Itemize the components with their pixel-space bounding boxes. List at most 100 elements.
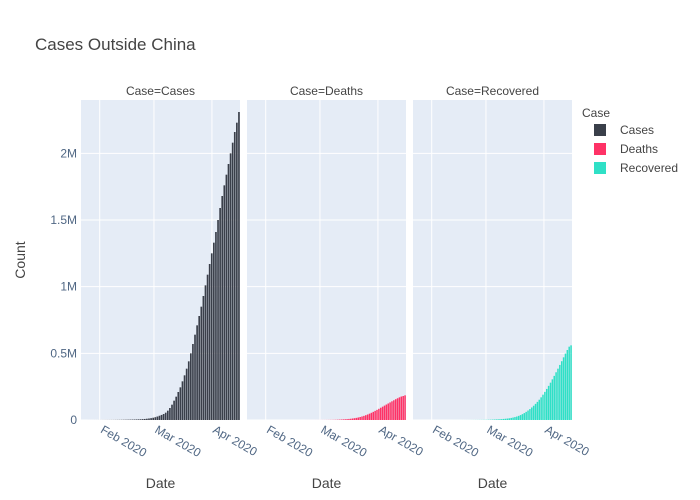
bar[interactable] bbox=[396, 398, 399, 420]
bar[interactable] bbox=[402, 396, 404, 420]
bar[interactable] bbox=[221, 196, 224, 420]
bar[interactable] bbox=[504, 418, 507, 420]
bar[interactable] bbox=[355, 417, 358, 420]
bar[interactable] bbox=[190, 353, 192, 420]
bar[interactable] bbox=[187, 361, 190, 420]
bar[interactable] bbox=[370, 412, 373, 420]
bar[interactable] bbox=[372, 411, 375, 420]
bar[interactable] bbox=[381, 406, 384, 420]
bar[interactable] bbox=[160, 414, 163, 420]
bar[interactable] bbox=[544, 391, 546, 420]
bar[interactable] bbox=[196, 325, 198, 420]
legend-item-deaths[interactable]: Deaths bbox=[594, 142, 658, 156]
bar[interactable] bbox=[357, 417, 360, 420]
bar[interactable] bbox=[351, 418, 354, 420]
bar[interactable] bbox=[529, 409, 531, 420]
bar[interactable] bbox=[227, 164, 230, 420]
bar[interactable] bbox=[532, 405, 535, 420]
bar[interactable] bbox=[385, 404, 388, 420]
bar[interactable] bbox=[394, 399, 397, 420]
bar[interactable] bbox=[177, 392, 180, 420]
bar[interactable] bbox=[171, 404, 173, 420]
bar[interactable] bbox=[204, 285, 207, 420]
bar[interactable] bbox=[536, 401, 539, 420]
bar[interactable] bbox=[225, 174, 228, 420]
bar[interactable] bbox=[562, 357, 565, 420]
legend-item-cases[interactable]: Cases bbox=[594, 123, 654, 137]
bar[interactable] bbox=[164, 412, 167, 420]
bar[interactable] bbox=[198, 316, 201, 420]
bar[interactable] bbox=[368, 413, 371, 420]
bar[interactable] bbox=[162, 414, 165, 420]
bar[interactable] bbox=[346, 419, 348, 420]
bar[interactable] bbox=[185, 368, 188, 420]
bar[interactable] bbox=[521, 414, 524, 420]
bar[interactable] bbox=[179, 387, 182, 420]
bar[interactable] bbox=[497, 419, 499, 420]
bar[interactable] bbox=[150, 418, 152, 420]
bar[interactable] bbox=[383, 405, 386, 420]
bar[interactable] bbox=[512, 417, 514, 420]
bar[interactable] bbox=[508, 418, 511, 420]
bar[interactable] bbox=[175, 396, 178, 420]
legend[interactable]: Case Cases Deaths Recovered bbox=[582, 106, 678, 175]
bar[interactable] bbox=[169, 408, 171, 420]
bar[interactable] bbox=[389, 402, 391, 420]
bar[interactable] bbox=[213, 242, 215, 420]
bar[interactable] bbox=[192, 344, 194, 420]
bar[interactable] bbox=[233, 132, 236, 420]
bar[interactable] bbox=[366, 414, 369, 420]
bar[interactable] bbox=[154, 417, 157, 420]
bar[interactable] bbox=[215, 232, 217, 420]
bar[interactable] bbox=[219, 208, 221, 420]
bar[interactable] bbox=[348, 418, 350, 420]
bar[interactable] bbox=[342, 419, 345, 420]
bar[interactable] bbox=[555, 372, 557, 420]
bar[interactable] bbox=[547, 385, 550, 420]
bar[interactable] bbox=[137, 419, 140, 420]
bar[interactable] bbox=[398, 397, 401, 420]
bar[interactable] bbox=[514, 417, 516, 420]
bar[interactable] bbox=[229, 153, 232, 420]
bar[interactable] bbox=[538, 399, 541, 420]
bar[interactable] bbox=[139, 419, 142, 420]
bar[interactable] bbox=[549, 382, 552, 420]
bar[interactable] bbox=[208, 264, 211, 420]
bar[interactable] bbox=[540, 397, 542, 420]
bar[interactable] bbox=[350, 418, 352, 420]
bar[interactable] bbox=[519, 415, 522, 420]
bar[interactable] bbox=[365, 415, 367, 420]
bar[interactable] bbox=[223, 185, 226, 420]
bar[interactable] bbox=[400, 396, 403, 420]
bar[interactable] bbox=[531, 407, 533, 420]
bar[interactable] bbox=[387, 403, 389, 420]
bar[interactable] bbox=[557, 368, 559, 420]
bar[interactable] bbox=[158, 415, 161, 420]
bar[interactable] bbox=[353, 418, 356, 420]
bar[interactable] bbox=[551, 379, 554, 420]
bar[interactable] bbox=[202, 296, 205, 420]
bar[interactable] bbox=[380, 407, 382, 420]
bar[interactable] bbox=[363, 415, 365, 420]
bar[interactable] bbox=[156, 416, 159, 420]
bar[interactable] bbox=[152, 417, 155, 420]
bar[interactable] bbox=[206, 274, 209, 420]
bar[interactable] bbox=[502, 418, 505, 420]
bar[interactable] bbox=[359, 417, 361, 420]
bar[interactable] bbox=[517, 415, 520, 420]
bar[interactable] bbox=[570, 345, 572, 420]
bar[interactable] bbox=[542, 394, 544, 420]
bar[interactable] bbox=[181, 381, 184, 420]
bar[interactable] bbox=[560, 361, 563, 420]
bar[interactable] bbox=[378, 408, 380, 420]
legend-item-recovered[interactable]: Recovered bbox=[594, 161, 678, 175]
bar[interactable] bbox=[559, 364, 561, 420]
bar[interactable] bbox=[374, 410, 376, 420]
bar[interactable] bbox=[391, 401, 393, 420]
bar[interactable] bbox=[546, 388, 548, 420]
bar[interactable] bbox=[183, 375, 186, 420]
bar[interactable] bbox=[200, 306, 203, 420]
bar[interactable] bbox=[534, 403, 537, 420]
bar[interactable] bbox=[231, 142, 234, 421]
bar[interactable] bbox=[495, 419, 497, 420]
